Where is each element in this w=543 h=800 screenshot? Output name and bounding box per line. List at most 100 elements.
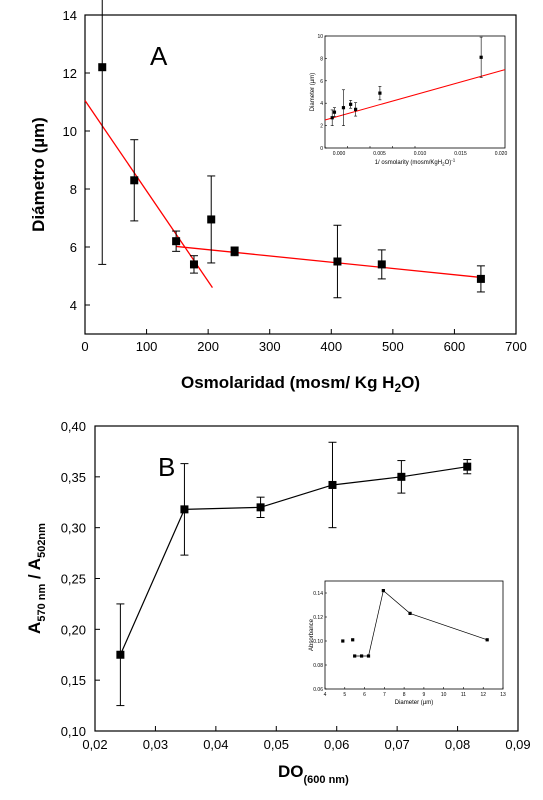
panel-b-inset-y-axis-title: Absorbance xyxy=(309,618,315,651)
panel-b-x-title-main: DO xyxy=(278,762,304,781)
inset-x-tick-label: 0.015 xyxy=(454,151,467,157)
y-tick-label: 0,40 xyxy=(61,419,86,434)
inset-data-point xyxy=(341,639,345,643)
y-tick-label: 0,25 xyxy=(61,572,86,587)
inset-x-tick-label: 0.005 xyxy=(373,151,386,157)
x-tick-label: 0 xyxy=(81,339,88,354)
x-tick-label: 0,05 xyxy=(264,737,289,752)
inset-x-tick-label: 11 xyxy=(461,692,466,698)
inset-y-tick-label: 0.10 xyxy=(313,639,323,645)
inset-data-point xyxy=(351,638,355,642)
panel-a-x-ticks: 0 100 200 300 400 500 600 700 xyxy=(81,329,527,354)
x-tick-label: 0,06 xyxy=(324,737,349,752)
data-point xyxy=(332,110,337,114)
panel-b-letter: B xyxy=(158,452,175,482)
inset-y-tick-label: 4 xyxy=(320,101,323,107)
data-point xyxy=(130,176,139,185)
inset-x-tick-label: 9 xyxy=(422,692,425,698)
inset-x-tick-label: 10 xyxy=(441,692,447,698)
panel-b-inset-x-ticks: 4 5 6 7 8 9 10 11 12 13 xyxy=(324,687,506,698)
panel-a-inset-x-title-sub: 2 xyxy=(442,162,445,167)
inset-y-tick-label: 8 xyxy=(320,56,323,62)
panel-a-inset-x-title-end: O) xyxy=(445,160,452,166)
inset-x-tick-label: 6 xyxy=(363,692,366,698)
x-tick-label: 0,03 xyxy=(143,737,168,752)
panel-a-y-axis-title: Diámetro (µm) xyxy=(29,117,48,232)
inset-data-point xyxy=(359,654,364,658)
panel-b-x-axis-title: DO(600 nm) xyxy=(278,762,349,786)
x-tick-label: 400 xyxy=(320,339,342,354)
panel-a-inset-y-axis-title: Diameter (µm) xyxy=(310,73,316,111)
y-tick-label: 14 xyxy=(63,8,77,23)
y-tick-label: 4 xyxy=(70,298,77,313)
x-tick-label: 0,04 xyxy=(203,737,228,752)
inset-y-tick-label: 0 xyxy=(320,146,323,152)
y-tick-label: 12 xyxy=(63,66,77,81)
inset-x-tick-label: 0.000 xyxy=(333,151,346,157)
panel-b-inset: 4 5 6 7 8 9 10 11 12 13 0.06 0.08 0.10 0.12 0.14 Diam… xyxy=(309,580,506,706)
y-tick-label: 0,15 xyxy=(61,673,86,688)
panel-a-letter: A xyxy=(150,41,168,71)
inset-y-tick-label: 0.08 xyxy=(313,663,323,669)
fit-line xyxy=(84,100,213,288)
data-point xyxy=(397,472,406,481)
inset-data-point xyxy=(353,654,357,658)
inset-y-tick-label: 0.14 xyxy=(313,591,323,597)
panel-a-points xyxy=(98,0,485,299)
panel-b-y-axis-title: A570 nm / A502nm xyxy=(25,523,48,634)
panel-b-y-ticks: 0,10 0,15 0,20 0,25 0,30 0,35 0,40 xyxy=(61,419,100,739)
panel-a-inset-fit xyxy=(324,69,506,121)
panel-a-inset-x-title-main: 1/ osmolarity (mosm/KgH xyxy=(375,160,442,166)
panel-b-x-ticks: 0,02 0,03 0,04 0,05 0,06 0,07 0,08 0,09 xyxy=(82,726,531,752)
x-tick-label: 0,09 xyxy=(505,737,530,752)
inset-data-point xyxy=(366,654,371,658)
panel-a-x-axis-title: Osmolaridad (mosm/ Kg H2O) xyxy=(181,373,420,395)
panel-a-y-ticks: 4 6 8 10 12 14 xyxy=(63,8,90,313)
panel-a-inset-x-ticks: 0.000 0.005 0.010 0.015 0.020 xyxy=(324,146,507,157)
data-point xyxy=(330,116,334,120)
panel-b-inset-series xyxy=(341,589,489,658)
panel-b-y-title-a2: / A xyxy=(25,558,44,584)
data-point xyxy=(463,462,472,471)
data-point xyxy=(341,106,346,110)
inset-x-tick-label: 8 xyxy=(403,692,406,698)
y-tick-label: 10 xyxy=(63,124,77,139)
inset-fit-line xyxy=(324,69,506,121)
inset-x-tick-label: 0.010 xyxy=(414,151,427,157)
y-tick-label: 0,20 xyxy=(61,622,86,637)
inset-x-tick-label: 4 xyxy=(324,692,327,698)
panel-b-series xyxy=(116,441,472,707)
x-tick-label: 200 xyxy=(197,339,219,354)
panel-b-y-title-sub1: 570 nm xyxy=(36,584,48,622)
x-tick-label: 0,02 xyxy=(82,737,107,752)
panel-b-inset-x-axis-title: Diameter (µm) xyxy=(395,700,433,706)
panel-a-inset-x-axis-title: 1/ osmolarity (mosm/KgH2O)-1 xyxy=(375,158,456,167)
inset-y-tick-label: 0.12 xyxy=(313,615,323,621)
data-point xyxy=(328,480,337,489)
panel-a-x-title-sub: 2 xyxy=(394,381,401,395)
fit-line xyxy=(176,245,481,279)
y-tick-label: 6 xyxy=(70,240,77,255)
inset-x-tick-label: 5 xyxy=(343,692,346,698)
data-point xyxy=(230,247,239,256)
inset-x-tick-label: 13 xyxy=(500,692,506,698)
data-point xyxy=(476,274,485,283)
data-point xyxy=(377,260,386,269)
panel-b-x-title-sub: (600 nm) xyxy=(304,774,350,786)
panel-b-y-title-sub2: 502nm xyxy=(36,523,48,558)
data-point xyxy=(180,505,189,514)
x-tick-label: 500 xyxy=(382,339,404,354)
panel-a-inset-frame xyxy=(324,35,506,149)
inset-data-point xyxy=(408,611,412,615)
x-tick-label: 100 xyxy=(136,339,158,354)
panel-b-inset-frame xyxy=(324,580,504,690)
y-tick-label: 0,35 xyxy=(61,470,86,485)
data-point xyxy=(189,260,198,269)
panel-a-x-title-main: Osmolaridad (mosm/ Kg H xyxy=(181,373,394,392)
data-point xyxy=(349,102,353,106)
x-tick-label: 700 xyxy=(505,339,527,354)
inset-x-tick-label: 7 xyxy=(383,692,386,698)
data-point xyxy=(354,107,358,111)
inset-x-tick-label: 12 xyxy=(480,692,486,698)
